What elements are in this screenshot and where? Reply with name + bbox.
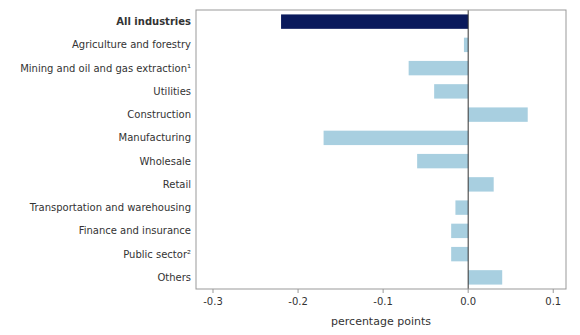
x-tick-label: -0.3 bbox=[203, 296, 223, 307]
bar bbox=[324, 131, 469, 145]
category-label: Wholesale bbox=[139, 156, 191, 167]
category-label: Mining and oil and gas extraction¹ bbox=[20, 63, 191, 74]
bar bbox=[468, 270, 502, 284]
x-tick bbox=[213, 289, 214, 293]
x-tick-label: -0.1 bbox=[373, 296, 393, 307]
category-label: Agriculture and forestry bbox=[72, 39, 191, 50]
x-tick-label: 0.0 bbox=[460, 296, 476, 307]
bar bbox=[451, 247, 468, 261]
category-label: Retail bbox=[163, 179, 191, 190]
x-tick bbox=[383, 289, 384, 293]
x-tick-label: -0.2 bbox=[288, 296, 308, 307]
category-label: Utilities bbox=[153, 86, 191, 97]
category-label: Public sector² bbox=[123, 249, 191, 260]
bar bbox=[468, 107, 528, 121]
bar bbox=[455, 200, 468, 214]
x-tick bbox=[298, 289, 299, 293]
category-label: Others bbox=[157, 272, 191, 283]
category-label: Construction bbox=[127, 109, 191, 120]
chart-svg: -0.3 -0.2 -0.1 0.0 0.1 Others Public sector² Fi… bbox=[0, 0, 580, 335]
zero-line bbox=[468, 10, 469, 289]
bar bbox=[409, 61, 469, 75]
bar bbox=[434, 84, 468, 98]
category-label: All industries bbox=[116, 16, 191, 27]
bar bbox=[417, 154, 468, 168]
x-tick-label: 0.1 bbox=[545, 296, 561, 307]
x-axis-label: percentage points bbox=[331, 315, 431, 328]
bars bbox=[281, 14, 528, 284]
x-tick bbox=[468, 289, 469, 293]
bar bbox=[451, 224, 468, 238]
bar bbox=[281, 14, 468, 28]
category-label: Transportation and warehousing bbox=[29, 202, 191, 213]
plot-frame bbox=[196, 10, 566, 289]
category-label: Manufacturing bbox=[119, 132, 191, 143]
category-label: Finance and insurance bbox=[79, 225, 191, 236]
chart-container: -0.3 -0.2 -0.1 0.0 0.1 Others Public sector² Fi… bbox=[0, 0, 580, 335]
bar bbox=[468, 177, 494, 191]
bar bbox=[464, 38, 468, 52]
x-tick bbox=[553, 289, 554, 293]
